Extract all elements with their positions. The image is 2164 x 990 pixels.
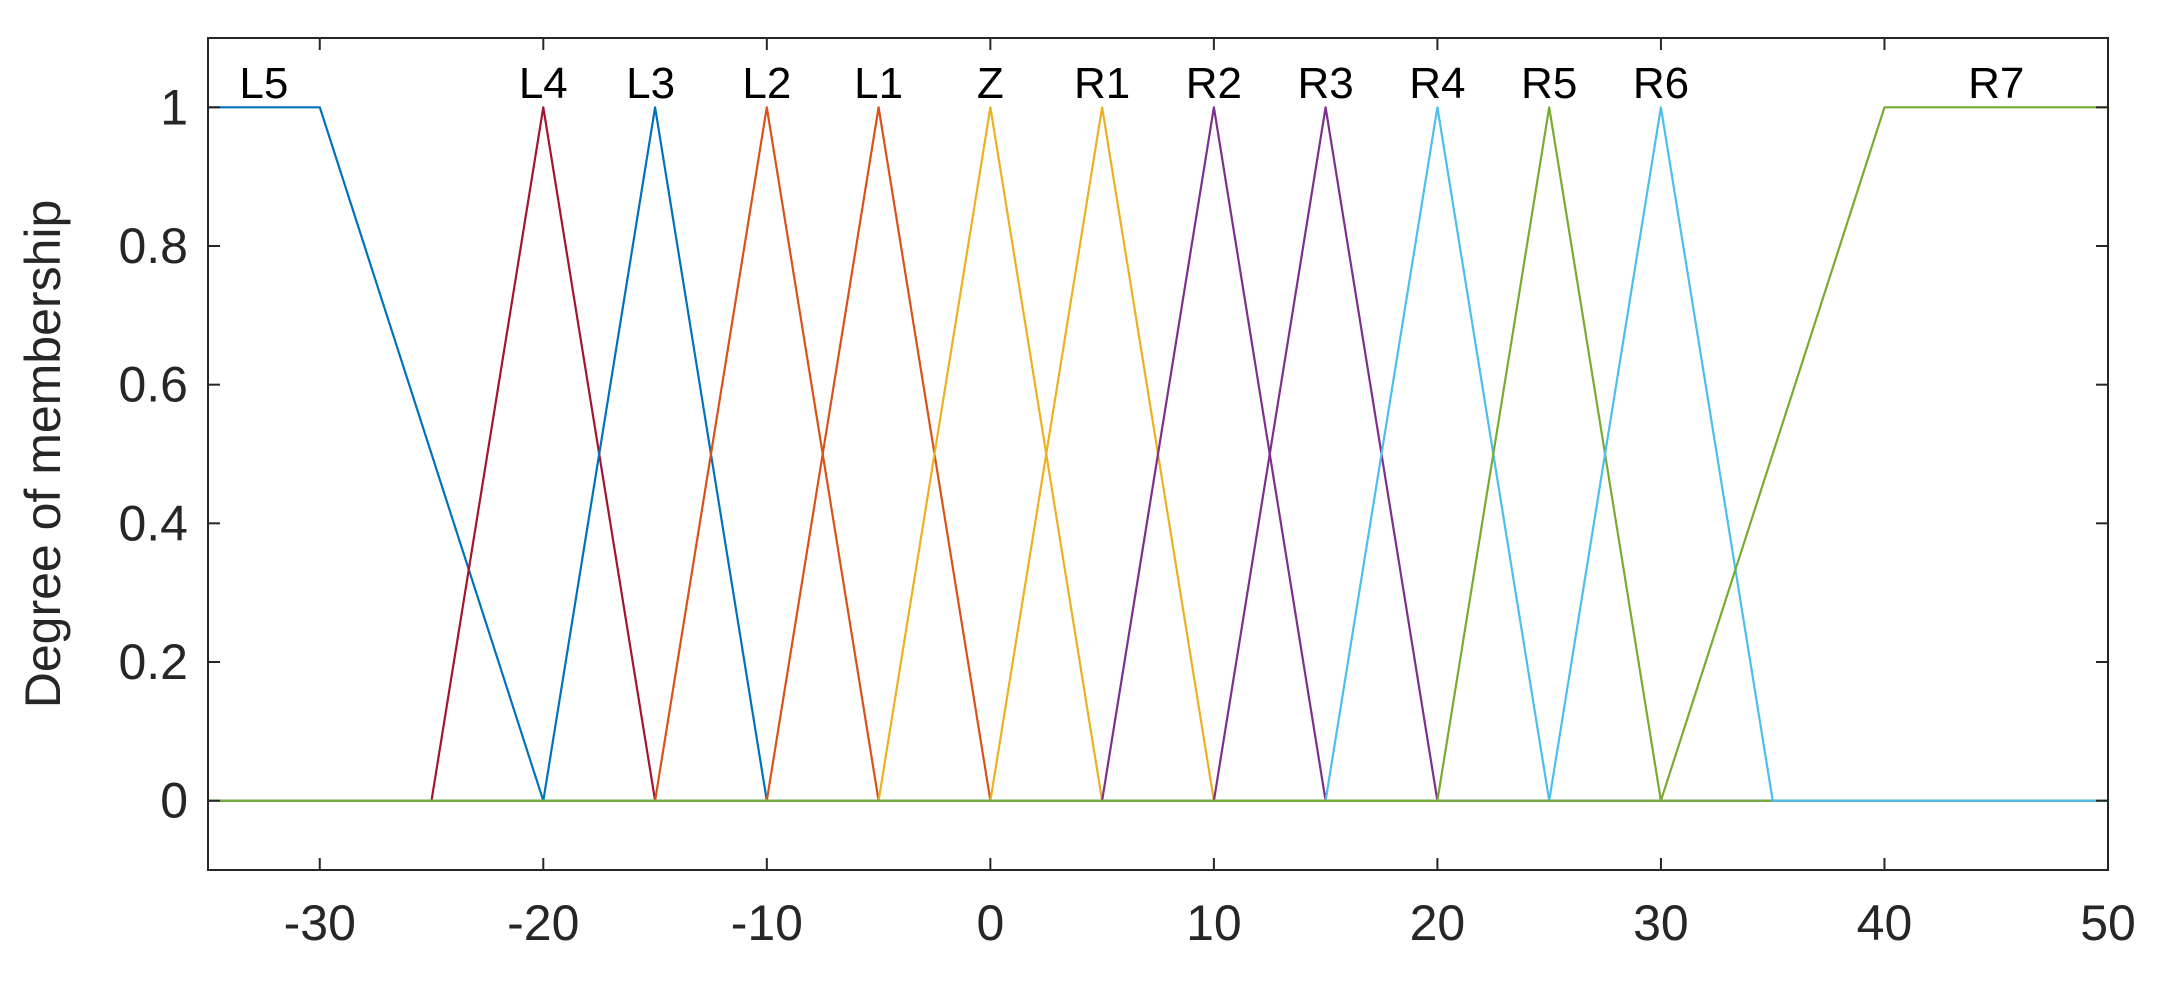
series-line-r7 (208, 106, 2108, 802)
x-tick-label: 10 (1186, 895, 1242, 951)
membership-label-r3: R3 (1298, 59, 1354, 108)
x-tick-label: 30 (1633, 895, 1689, 951)
y-tick-label: 1 (160, 79, 188, 135)
x-tick-label: 20 (1410, 895, 1466, 951)
membership-label-l5: L5 (239, 59, 288, 108)
y-tick-label: 0.6 (118, 357, 188, 413)
membership-label-layer: L5 L4 L3 L2 L1 Z R1 R2 R3 R4 R5 R6 R7 (239, 59, 2024, 108)
x-tick-label: -30 (284, 895, 356, 951)
x-tick-label: 40 (1857, 895, 1913, 951)
membership-label-l2: L2 (742, 59, 791, 108)
y-tick-label: 0.8 (118, 218, 188, 274)
x-tick-label: 0 (976, 895, 1004, 951)
membership-label-l4: L4 (519, 59, 568, 108)
membership-label-r6: R6 (1633, 59, 1689, 108)
membership-label-r7: R7 (1968, 59, 2024, 108)
y-tick-label: 0.2 (118, 634, 188, 690)
y-tick-label: 0.4 (118, 495, 188, 551)
y-tick-label: 0 (160, 773, 188, 829)
plot-area-frame (207, 37, 2109, 871)
y-axis-label: Degree of membership (15, 200, 71, 709)
membership-label-r2: R2 (1186, 59, 1242, 108)
membership-label-r4: R4 (1409, 59, 1465, 108)
membership-label-r1: R1 (1074, 59, 1130, 108)
membership-label-l1: L1 (854, 59, 903, 108)
membership-label-z: Z (977, 59, 1004, 108)
x-tick-label: -10 (731, 895, 803, 951)
series-line-r2 (208, 106, 2108, 802)
x-tick-label: 50 (2080, 895, 2136, 951)
x-tick-label: -20 (507, 895, 579, 951)
membership-label-l3: L3 (626, 59, 675, 108)
membership-label-r5: R5 (1521, 59, 1577, 108)
series-layer (208, 106, 2108, 802)
tick-layer: -30 -20 -10 0 10 20 30 40 50 0 0.2 0.4 0.6 0.8 1 (118, 38, 2136, 951)
